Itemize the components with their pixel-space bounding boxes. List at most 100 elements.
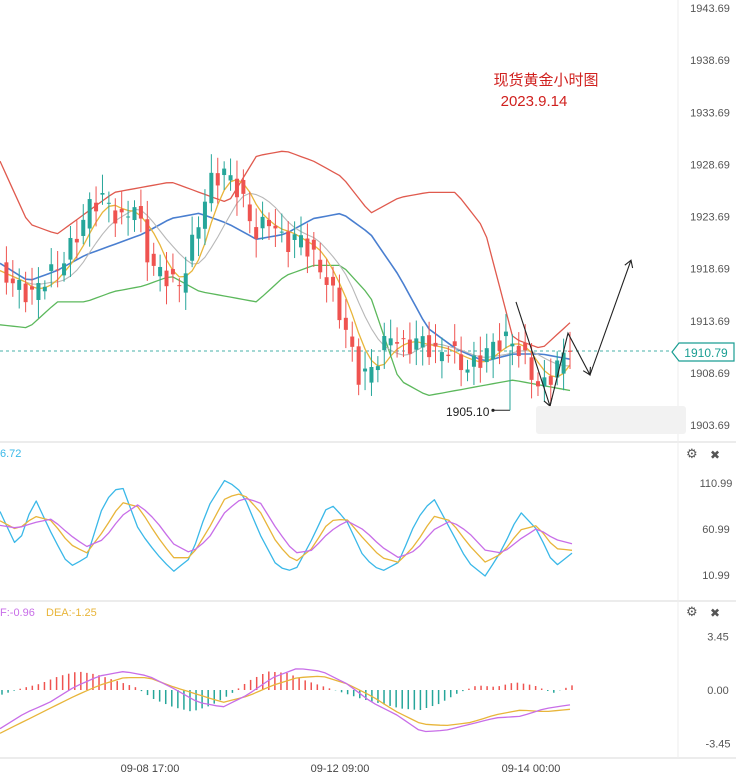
candle-body — [279, 231, 284, 233]
candle-body — [427, 335, 432, 358]
current-price-tag: 1910.79 — [671, 342, 735, 362]
candle-body — [401, 338, 406, 340]
candle-body — [190, 234, 195, 261]
projection-arrowhead — [582, 366, 591, 376]
candle-body — [491, 341, 496, 360]
candle-body — [151, 253, 156, 266]
candle-body — [234, 178, 239, 198]
candle-body — [106, 202, 111, 204]
macd-dif-readout: F:-0.96 — [0, 607, 35, 619]
projection-path — [515, 260, 632, 409]
candle-body — [369, 367, 374, 383]
candle-body — [484, 348, 489, 363]
candle-body — [132, 207, 137, 221]
candle-body — [138, 206, 143, 219]
macd-tick-label: 0.00 — [707, 685, 728, 697]
price-panel[interactable] — [0, 150, 672, 412]
macd-tick-label: 3.45 — [707, 632, 728, 644]
candle-body — [49, 264, 54, 271]
moving-average-yellow — [0, 178, 571, 378]
low-price-annotation: 1905.10 — [446, 405, 490, 419]
macd-settings-gear-icon[interactable]: ⚙ — [686, 605, 698, 620]
candle-body — [183, 273, 188, 293]
candle-body — [10, 278, 15, 284]
candle-body — [523, 342, 528, 351]
bollinger-lower-line — [0, 264, 571, 397]
kdj-panel[interactable] — [0, 479, 573, 577]
candle-body — [459, 354, 464, 371]
candle-body — [561, 352, 566, 374]
x-axis-tick-label: 09-08 17:00 — [121, 763, 180, 775]
candle-body — [260, 216, 265, 229]
candle-body — [126, 216, 131, 218]
kdj-close-icon[interactable]: ✖ — [710, 448, 721, 462]
candle-body — [254, 227, 259, 239]
candle-body — [286, 231, 291, 253]
candle-body — [478, 355, 483, 368]
candle-body — [266, 219, 271, 227]
candle-body — [292, 234, 297, 240]
bollinger-middle-line — [0, 212, 571, 362]
candle-body — [23, 283, 28, 303]
macd-tick-label: -3.45 — [705, 738, 730, 750]
candle-body — [414, 338, 419, 350]
candle-body — [247, 204, 252, 222]
moving-average-gray — [0, 192, 571, 367]
candle-body — [318, 259, 323, 273]
candle-body — [87, 199, 92, 229]
candle-body — [356, 346, 361, 385]
candle-body — [62, 263, 67, 276]
candle-body — [548, 376, 553, 385]
candle-body — [42, 286, 47, 292]
price-tick-label: 1908.69 — [690, 368, 730, 380]
price-tick-label: 1918.69 — [690, 264, 730, 276]
candle-body — [535, 381, 540, 387]
candle-body — [30, 286, 35, 290]
candle-body — [158, 266, 163, 277]
kdj-tick-label: 60.99 — [702, 524, 730, 536]
candle-body — [209, 172, 214, 204]
candle-body — [439, 352, 444, 362]
candle-body — [215, 173, 220, 186]
candle-body — [17, 280, 22, 290]
candle-body — [446, 354, 451, 357]
candle-body — [222, 168, 227, 176]
candle-body — [311, 239, 316, 250]
macd-close-icon[interactable]: ✖ — [710, 606, 721, 620]
kdj-settings-gear-icon[interactable]: ⚙ — [686, 447, 698, 462]
price-tick-label: 1913.69 — [690, 316, 730, 328]
candle-body — [331, 276, 336, 286]
candle-body — [94, 202, 99, 212]
candle-body — [299, 235, 304, 248]
candle-body — [145, 219, 150, 263]
candle-body — [350, 336, 355, 347]
price-tick-label: 1938.69 — [690, 55, 730, 67]
kdj-k-line — [0, 497, 573, 559]
candle-body — [305, 238, 310, 257]
candle-body — [375, 366, 380, 371]
candle-body — [119, 209, 124, 213]
candle-body — [529, 357, 534, 380]
candle-body — [343, 317, 348, 330]
candle-body — [433, 342, 438, 347]
current-price-label: 1910.79 — [684, 346, 728, 360]
candle-body — [81, 219, 86, 236]
candle-body — [542, 377, 547, 387]
candle-body — [465, 369, 470, 373]
macd-dif-line — [0, 668, 571, 733]
candle-body — [471, 355, 476, 367]
kdj-j-line — [0, 479, 573, 577]
low-annotation-dot — [491, 408, 495, 412]
candle-body — [388, 338, 393, 346]
candle-body — [113, 210, 118, 224]
kdj-tick-label: 110.99 — [700, 478, 733, 490]
macd-panel[interactable] — [0, 668, 573, 734]
candle-body — [196, 227, 201, 239]
candle-body — [36, 283, 41, 300]
candle-body — [503, 331, 508, 337]
macd-dea-readout: DEA:-1.25 — [46, 607, 97, 619]
candle-body — [510, 343, 515, 347]
chart-subtitle: 2023.9.14 — [501, 93, 568, 110]
price-tick-label: 1903.69 — [690, 420, 730, 432]
